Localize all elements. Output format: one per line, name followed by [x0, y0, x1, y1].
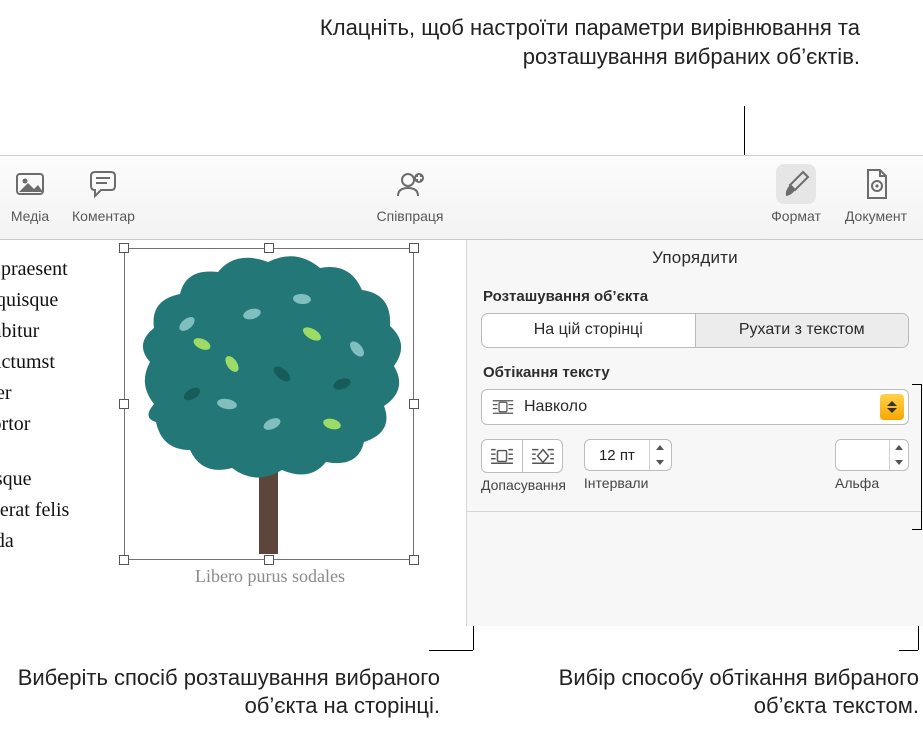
object-placement-label: Розташування об’єкта — [467, 278, 923, 313]
popup-arrows-icon — [880, 394, 904, 420]
collaborate-icon — [390, 164, 430, 204]
text-wrap-popup[interactable]: Навколо — [481, 389, 909, 425]
comment-icon — [83, 164, 123, 204]
spacing-value: 12 пт — [585, 440, 649, 470]
resize-handle-mr[interactable] — [409, 399, 419, 409]
callout-bracket-right — [912, 384, 922, 530]
text-fit-segmented — [481, 439, 563, 473]
resize-handle-bm[interactable] — [264, 555, 274, 565]
document-icon — [856, 164, 896, 204]
alpha-label: Альфа — [835, 475, 879, 491]
spacing-stepper[interactable]: 12 пт — [584, 439, 672, 471]
resize-handle-bl[interactable] — [119, 555, 129, 565]
alpha-step-down[interactable] — [890, 455, 908, 470]
callout-top: Клацніть, щоб настроїти параметри вирівн… — [220, 14, 860, 71]
spacing-label: Інтервали — [584, 475, 649, 491]
placement-stay-on-page[interactable]: На цій сторінці — [482, 314, 695, 347]
body-text-block-2: esque a erat felis ada — [0, 464, 126, 557]
resize-handle-tm[interactable] — [264, 243, 274, 253]
placement-segmented-control: На цій сторінці Рухати з текстом — [481, 313, 909, 348]
wrap-around-icon — [492, 398, 514, 416]
image-caption: Libero purus sodales — [130, 566, 410, 587]
fit-contour-icon — [530, 446, 556, 466]
toolbar-media-button[interactable]: Медіа — [0, 164, 60, 224]
toolbar-comment-label: Коментар — [72, 208, 135, 224]
fit-label: Допасування — [481, 477, 566, 493]
toolbar-collaborate-label: Співпраця — [377, 208, 444, 224]
toolbar-comment-button[interactable]: Коментар — [62, 164, 145, 224]
format-inspector: Упорядити Розташування об’єкта На цій ст… — [467, 240, 923, 626]
spacing-step-down[interactable] — [650, 455, 671, 470]
toolbar-media-label: Медіа — [11, 208, 49, 224]
toolbar-format-label: Формат — [771, 208, 821, 224]
toolbar-collaborate-button[interactable]: Співпраця — [367, 164, 454, 224]
text-wrap-label: Обтікання тексту — [467, 348, 923, 389]
tree-image — [132, 254, 406, 554]
callout-bottom-left: Виберіть спосіб розташування вибраного о… — [0, 664, 440, 721]
resize-handle-tl[interactable] — [119, 243, 129, 253]
fit-contour-button[interactable] — [522, 440, 562, 472]
callout-bottom-right: Вибір способу обтікання вибраного об’єкт… — [489, 664, 919, 721]
inspector-tab-arrange[interactable]: Упорядити — [467, 240, 923, 278]
toolbar: Медіа Коментар — [0, 156, 923, 240]
alpha-step-up[interactable] — [890, 440, 908, 455]
text-wrap-value: Навколо — [524, 398, 587, 416]
document-canvas[interactable]: d praesent , quisque rabitur dictumst pe… — [0, 240, 467, 626]
selected-object-frame[interactable] — [124, 248, 414, 560]
fit-rect-icon — [489, 446, 515, 466]
alpha-value — [836, 440, 889, 470]
inspector-divider — [467, 511, 923, 512]
spacing-step-up[interactable] — [650, 440, 671, 455]
paintbrush-icon — [776, 164, 816, 204]
toolbar-format-button[interactable]: Формат — [761, 164, 831, 224]
image-icon — [10, 164, 50, 204]
toolbar-document-label: Документ — [845, 208, 907, 224]
toolbar-document-button[interactable]: Документ — [835, 164, 917, 224]
resize-handle-tr[interactable] — [409, 243, 419, 253]
placement-move-with-text[interactable]: Рухати з текстом — [695, 314, 909, 347]
resize-handle-br[interactable] — [409, 555, 419, 565]
app-window: Медіа Коментар — [0, 155, 923, 626]
alpha-stepper[interactable] — [835, 439, 909, 471]
body-text-block-1: d praesent , quisque rabitur dictumst pe… — [0, 254, 126, 440]
fit-rectangular-button[interactable] — [482, 440, 522, 472]
resize-handle-ml[interactable] — [119, 399, 129, 409]
